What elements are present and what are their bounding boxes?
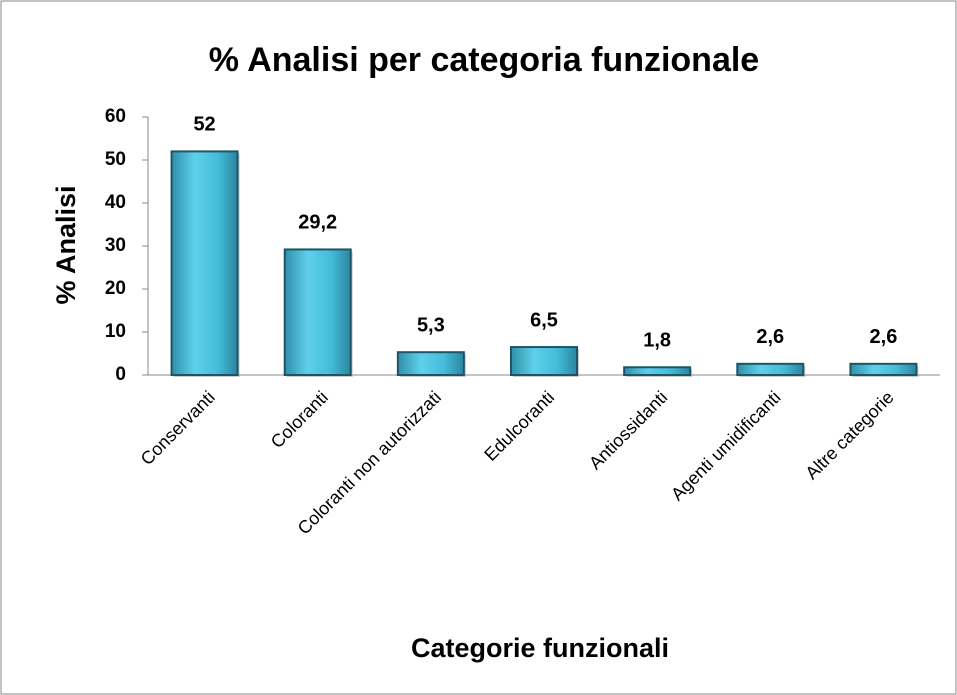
y-tick-label: 30 [105,235,126,256]
value-label: 29,2 [298,212,337,234]
value-label: 52 [193,114,215,136]
y-tick-label: 40 [105,192,126,213]
value-label: 2,6 [756,326,784,348]
bar [170,150,239,376]
bar [849,362,918,377]
y-axis-title: % Analisi [51,185,81,304]
value-label: 5,3 [417,314,445,336]
bar [396,351,465,376]
value-label: 1,8 [643,330,671,352]
y-tick-label: 60 [105,106,126,127]
y-tick-label: 50 [105,149,126,170]
bar [623,366,692,377]
bar [283,248,352,376]
y-tick-label: 0 [115,364,126,385]
bar [510,346,578,376]
chart-title: % Analisi per categoria funzionale [209,41,759,79]
x-axis-title: Categorie funzionali [411,633,669,663]
value-label: 6,5 [530,309,558,331]
value-label: 2,6 [870,326,898,348]
bar [736,362,805,377]
y-tick-label: 10 [105,321,126,342]
y-tick-label: 20 [105,278,126,299]
